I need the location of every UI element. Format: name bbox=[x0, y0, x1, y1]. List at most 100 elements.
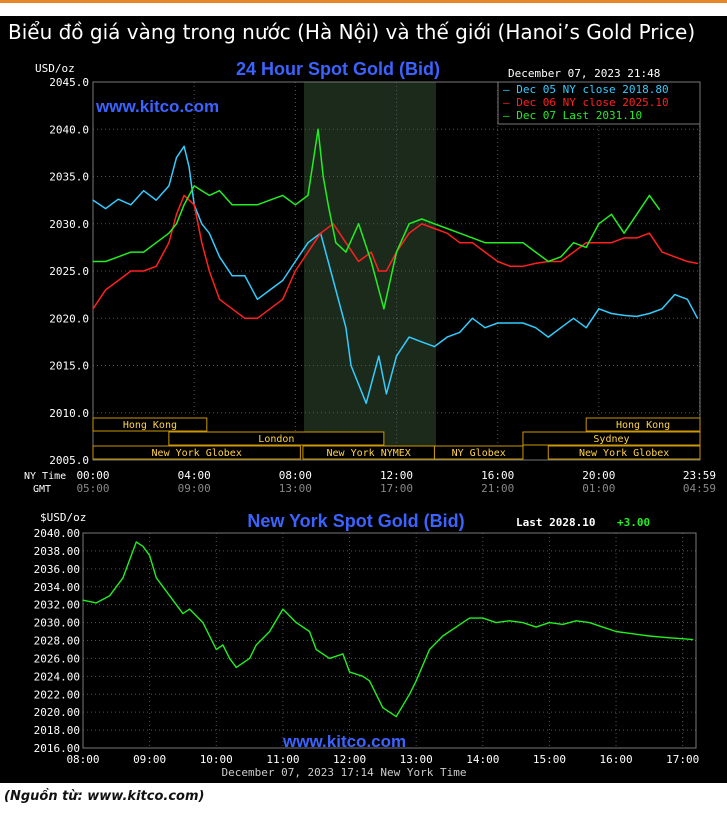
data-point-dec06 bbox=[370, 251, 372, 253]
market-sessions: Hong Kong Hong Kong London Sydney New York G… bbox=[92, 417, 701, 460]
data-point-dec07 bbox=[535, 251, 537, 253]
price-change: +3.00 bbox=[617, 516, 650, 529]
data-point-dec05 bbox=[395, 355, 398, 357]
data-point-dec07 bbox=[370, 260, 372, 263]
data-point-dec05 bbox=[497, 322, 499, 324]
chart-title: 24 Hour Spot Gold (Bid) bbox=[236, 59, 440, 79]
data-point-dec07 bbox=[572, 242, 575, 244]
data-point-dec07 bbox=[433, 223, 435, 225]
data-point-dec06 bbox=[378, 270, 380, 272]
series-line-dec06 bbox=[92, 194, 698, 320]
data-point-dec06 bbox=[408, 232, 410, 234]
data-point-ny bbox=[109, 595, 111, 597]
data-point-dec07 bbox=[218, 190, 221, 192]
data-point-dec07 bbox=[421, 218, 423, 220]
data-point-dec07 bbox=[175, 223, 178, 225]
data-point-dec06 bbox=[648, 232, 651, 234]
data-point-dec05 bbox=[674, 294, 676, 296]
data-point-dec06 bbox=[345, 242, 347, 244]
top-accent-line bbox=[0, 0, 727, 3]
y-tick-label: 2030.0 bbox=[49, 218, 89, 231]
data-point-dec07 bbox=[143, 251, 145, 253]
source-note: (Nguồn từ: www.kitco.com) bbox=[4, 789, 205, 804]
data-point-dec06 bbox=[168, 242, 170, 244]
y-tick-label: 2005.0 bbox=[49, 454, 89, 467]
data-point-ny bbox=[308, 630, 311, 633]
session-label: Sydney bbox=[593, 434, 629, 445]
y-axis-label: USD/oz bbox=[35, 62, 75, 75]
data-point-dec07 bbox=[117, 256, 119, 258]
y-tick-label: 2015.0 bbox=[49, 360, 89, 373]
y-tick-labels: 2040.00 2038.00 2036.00 2034.00 2032.00 2030.… bbox=[34, 527, 80, 755]
data-point-dec07 bbox=[282, 194, 284, 196]
data-point-ny bbox=[442, 635, 444, 637]
data-point-dec05 bbox=[282, 279, 284, 282]
data-point-dec05 bbox=[231, 275, 233, 277]
data-point-dec06 bbox=[244, 317, 246, 319]
data-point-ny bbox=[692, 639, 694, 641]
data-point-dec05 bbox=[522, 322, 524, 324]
x-tick-label-ny: 23:59 bbox=[683, 469, 716, 482]
data-point-dec05 bbox=[623, 314, 625, 316]
y-tick-label: 2032.00 bbox=[34, 599, 80, 612]
data-point-dec05 bbox=[143, 190, 145, 192]
x-tick-label-gmt: 09:00 bbox=[178, 482, 211, 495]
data-point-dec06 bbox=[231, 308, 233, 310]
data-point-dec05 bbox=[365, 402, 367, 404]
data-point-dec06 bbox=[294, 270, 296, 272]
data-point-dec06 bbox=[155, 265, 157, 267]
data-point-dec07 bbox=[317, 128, 319, 130]
data-point-dec05 bbox=[183, 145, 185, 147]
data-point-ny bbox=[142, 545, 144, 547]
data-point-dec06 bbox=[130, 270, 132, 272]
data-point-dec07 bbox=[92, 260, 94, 263]
y-axis-label: $USD/oz bbox=[40, 511, 86, 524]
data-point-ny bbox=[382, 707, 384, 709]
data-point-dec05 bbox=[155, 199, 157, 201]
data-point-ny bbox=[588, 622, 591, 624]
data-point-dec07 bbox=[208, 194, 210, 196]
data-point-dec05 bbox=[332, 279, 334, 282]
data-point-dec05 bbox=[471, 317, 473, 319]
data-point-dec05 bbox=[105, 208, 107, 210]
data-point-dec05 bbox=[636, 315, 638, 317]
data-point-ny bbox=[548, 622, 551, 624]
data-point-ny bbox=[282, 608, 284, 610]
data-point-dec07 bbox=[658, 209, 661, 211]
data-point-dec05 bbox=[244, 275, 246, 277]
legend-dec05: – Dec 05 NY close 2018.80 bbox=[503, 83, 669, 96]
data-point-dec07 bbox=[201, 190, 203, 192]
data-point-dec05 bbox=[294, 260, 296, 263]
page-title: Biểu đồ giá vàng trong nước (Hà Nội) và … bbox=[0, 16, 727, 49]
chart-new-york-spot-gold: $USD/oz New York Spot Gold (Bid) Last 20… bbox=[34, 511, 700, 779]
data-point-ny bbox=[368, 680, 371, 682]
x-tick-label: 11:00 bbox=[266, 753, 299, 766]
data-point-dec05 bbox=[168, 185, 170, 187]
data-point-dec07 bbox=[168, 232, 170, 234]
x-tick-label: 08:00 bbox=[66, 753, 99, 766]
data-point-dec05 bbox=[175, 157, 178, 159]
data-point-dec05 bbox=[547, 336, 549, 338]
data-point-dec05 bbox=[350, 364, 352, 367]
data-point-dec06 bbox=[269, 308, 271, 310]
data-point-dec07 bbox=[623, 232, 625, 234]
y-tick-label: 2018.00 bbox=[34, 724, 80, 737]
data-point-ny bbox=[235, 666, 237, 668]
data-point-ny bbox=[648, 635, 651, 637]
data-point-ny bbox=[342, 653, 344, 655]
data-point-dec05 bbox=[256, 298, 258, 300]
y-tick-label: 2016.00 bbox=[34, 742, 80, 755]
data-point-dec07 bbox=[497, 242, 499, 244]
data-point-ny bbox=[169, 595, 171, 597]
data-point-ny bbox=[428, 648, 431, 651]
x-tick-label-gmt: 04:59 bbox=[683, 482, 716, 495]
data-point-dec06 bbox=[143, 270, 145, 272]
data-point-dec05 bbox=[648, 312, 651, 315]
data-point-ny bbox=[295, 622, 297, 624]
data-point-dec07 bbox=[327, 204, 329, 206]
data-point-dec06 bbox=[471, 242, 473, 244]
session-box bbox=[547, 445, 701, 460]
data-point-dec05 bbox=[345, 327, 347, 329]
data-point-ny bbox=[575, 620, 577, 622]
data-point-dec07 bbox=[335, 242, 337, 244]
